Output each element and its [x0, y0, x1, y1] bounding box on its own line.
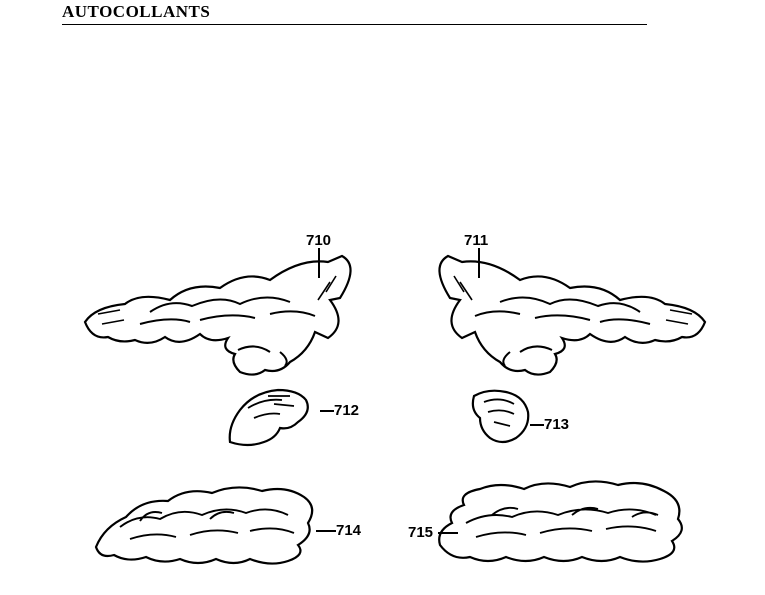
decal-711: [415, 252, 710, 382]
label-712: 712: [334, 402, 359, 419]
leader-714: [316, 530, 336, 532]
label-710: 710: [306, 232, 331, 249]
leader-715: [438, 532, 458, 534]
label-715: 715: [408, 524, 433, 541]
leader-710: [318, 248, 320, 278]
label-713: 713: [544, 416, 569, 433]
decal-714: [90, 465, 320, 570]
label-714: 714: [336, 522, 361, 539]
decal-712: [220, 382, 320, 452]
decal-713: [460, 382, 542, 452]
decal-710: [80, 252, 375, 382]
leader-713: [530, 424, 544, 426]
page-header: AUTOCOLLANTS: [62, 2, 647, 25]
leader-711: [478, 248, 480, 278]
leader-712: [320, 410, 334, 412]
title-rule: [62, 24, 647, 25]
decal-715: [432, 465, 690, 570]
page-title: AUTOCOLLANTS: [62, 2, 647, 22]
parts-diagram: 710 711 712 713 714 715: [60, 40, 700, 580]
label-711: 711: [464, 232, 488, 249]
